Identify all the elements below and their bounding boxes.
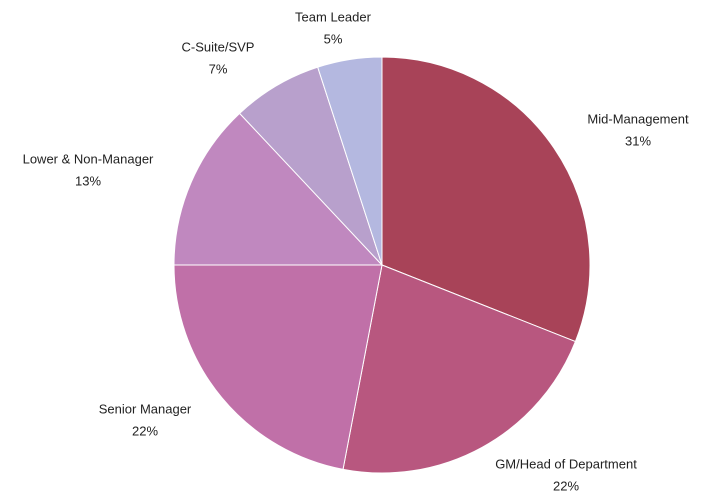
slice-label: GM/Head of Department [495, 456, 637, 471]
slice-label: Lower & Non-Manager [23, 151, 154, 166]
slice-value-label: 13% [75, 173, 101, 188]
pie-slice [342, 264, 577, 474]
slice-label: Team Leader [295, 9, 372, 24]
pie-slice [381, 56, 591, 343]
slice-value-label: 22% [553, 478, 579, 492]
slice-label: C-Suite/SVP [182, 39, 255, 54]
pie-slice [173, 112, 384, 266]
slice-value-label: 7% [209, 61, 228, 76]
slice-value-label: 22% [132, 423, 158, 438]
slice-value-label: 31% [625, 133, 651, 148]
pie-slice [173, 264, 383, 470]
pie-slice [317, 56, 383, 266]
slice-label: Senior Manager [99, 401, 192, 416]
slice-value-label: 5% [324, 31, 343, 46]
slice-label: Mid-Management [587, 111, 689, 126]
